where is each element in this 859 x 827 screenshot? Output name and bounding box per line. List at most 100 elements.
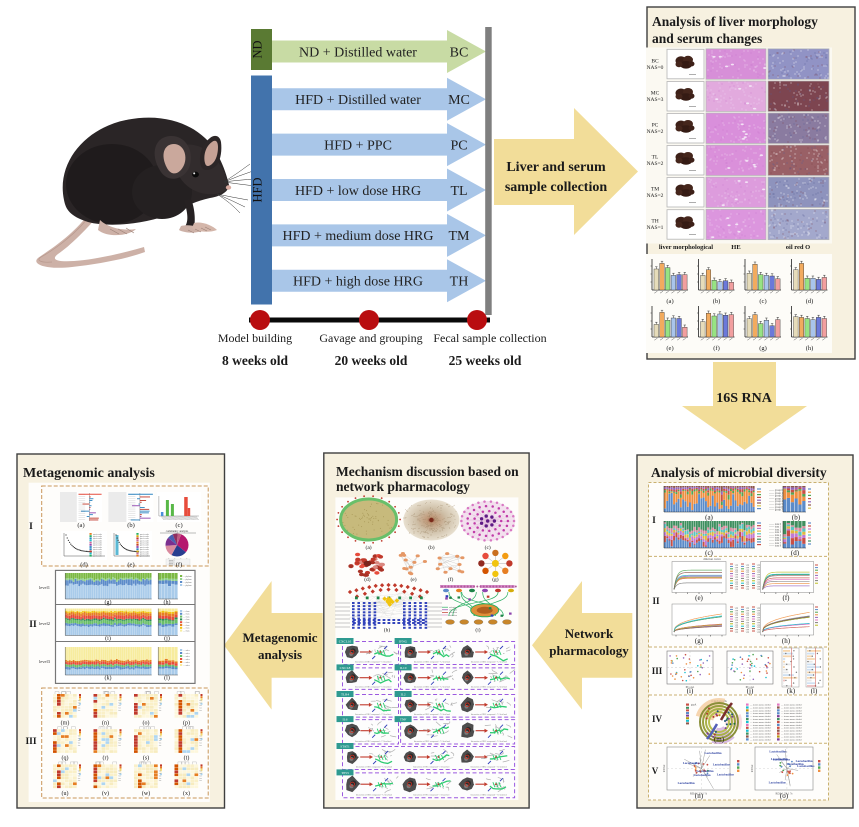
svg-text:— class: — class [182,622,190,624]
svg-text:NAS=2: NAS=2 [647,193,664,199]
svg-text:(l): (l) [164,675,170,682]
svg-text:(l): (l) [811,687,818,695]
svg-text:·tax: ·tax [199,780,202,782]
svg-text:25 weeks old: 25 weeks old [449,353,522,368]
svg-text:(c): (c) [485,544,491,551]
svg-text:— class: — class [182,619,190,621]
svg-text:IFNG: IFNG [399,640,407,644]
svg-text:— class: — class [182,628,190,630]
svg-text:TL: TL [652,155,659,161]
svg-text:Interaction of HRG compound -: Interaction of HRG compound - 7.2 kcal/m… [356,794,393,797]
svg-text:CXCL8: CXCL8 [340,666,351,670]
svg-text:oil red O: oil red O [786,244,810,251]
svg-text:HFD + Distilled water: HFD + Distilled water [295,93,421,108]
svg-text:(w): (w) [142,790,150,797]
svg-text:TH: TH [450,275,469,290]
svg-text:(k): (k) [105,675,112,682]
svg-text:(i): (i) [475,627,480,634]
svg-text:Interaction of HRG compound -: Interaction of HRG compound - 7.2 kcal/m… [471,661,508,664]
svg-text:Lactobacillus: Lactobacillus [705,751,723,755]
svg-text:(k): (k) [787,687,796,695]
svg-text:III: III [652,666,663,676]
svg-text:(f): (f) [176,562,183,569]
svg-text:Model building: Model building [218,331,292,345]
svg-text:Interaction of HRG compound -: Interaction of HRG compound - 7.2 kcal/m… [355,740,392,743]
svg-text:HE: HE [731,244,740,251]
svg-text:HFD + high dose HRG: HFD + high dose HRG [293,275,423,290]
svg-text:(i): (i) [105,635,111,642]
svg-text:16S RNA: 16S RNA [716,391,773,406]
svg-text:— taxon name abcdef: — taxon name abcdef [780,738,802,741]
svg-text:Lactobacillus: Lactobacillus [717,773,735,777]
svg-text:activation: activation [449,615,457,617]
svg-text:(a): (a) [705,514,713,522]
svg-text:(d): (d) [791,549,800,557]
svg-text:— phylum: — phylum [182,579,192,581]
svg-text:level1: level1 [39,585,50,590]
svg-text:(c): (c) [175,522,182,529]
svg-text:— class: — class [182,611,190,613]
svg-text:HFD + low dose HRG: HFD + low dose HRG [295,184,421,199]
svg-text:analysis: analysis [258,647,302,662]
svg-text:— class: — class [182,614,190,616]
svg-text:dilution curve: dilution curve [703,557,721,561]
svg-text:(j): (j) [164,635,170,642]
svg-text:RDA2: RDA2 [662,764,666,772]
svg-text:(t): (t) [184,755,190,762]
svg-text:Gavage and grouping: Gavage and grouping [319,331,422,345]
svg-text:(a): (a) [77,522,84,529]
svg-text:·tax: ·tax [78,780,81,782]
svg-text:(d): (d) [364,576,371,583]
svg-text:·tax: ·tax [159,780,162,782]
svg-text:(c): (c) [759,298,766,305]
svg-text:V: V [652,766,659,776]
svg-text:—— group 7: —— group 7 [768,509,784,512]
svg-text:II: II [652,596,660,606]
svg-text:Lactobacillus: Lactobacillus [769,781,787,785]
svg-text:(f): (f) [448,576,454,583]
svg-text:—— taxa 8: —— taxa 8 [768,545,782,548]
svg-text:(g): (g) [492,576,499,583]
svg-text:(d): (d) [80,562,88,569]
svg-text:grpA: grpA [691,704,696,707]
svg-text:(h): (h) [806,345,814,352]
svg-text:IV: IV [652,714,663,724]
svg-text:·tax: ·tax [159,710,162,712]
svg-text:HFD + medium dose HRG: HFD + medium dose HRG [282,229,433,244]
svg-text:NAS=1: NAS=1 [647,225,664,231]
svg-text:Interaction of HRG compound -: Interaction of HRG compound - 7.2 kcal/m… [471,794,508,797]
svg-text:Interaction of HRG compound -: Interaction of HRG compound - 7.2 kcal/m… [355,661,392,664]
svg-text:(m): (m) [714,736,725,744]
svg-text:RDA2: RDA2 [750,764,754,772]
svg-text:(r): (r) [103,755,109,762]
svg-text:Lactobacillus: Lactobacillus [678,781,696,785]
svg-text:Lactobacillus: Lactobacillus [683,761,701,765]
svg-text:(h): (h) [384,627,391,634]
svg-text:TLR4: TLR4 [341,693,349,697]
svg-text:TP53: TP53 [341,771,349,775]
svg-text:Interaction of HRG compound -: Interaction of HRG compound - 7.2 kcal/m… [414,713,451,716]
svg-text:(q): (q) [62,755,69,762]
svg-text:Lactobacillus: Lactobacillus [713,763,731,767]
svg-text:(m): (m) [61,719,70,726]
svg-text:TNF: TNF [400,718,407,722]
svg-text:MC: MC [448,93,470,108]
svg-text:— phylum: — phylum [182,576,192,578]
svg-text:Interaction of HRG compound -: Interaction of HRG compound - 7.2 kcal/m… [413,766,450,769]
svg-text:·tax: ·tax [199,710,202,712]
svg-text:— class: — class [182,616,190,618]
svg-text:HFD: HFD [251,177,265,202]
svg-text:(g): (g) [695,637,704,645]
svg-text:(b): (b) [428,544,435,551]
svg-text:— taxon name abcdef: — taxon name abcdef [749,738,771,741]
svg-text:Lactobacillus: Lactobacillus [771,757,789,761]
svg-text:(o): (o) [143,719,150,726]
svg-text:IL6: IL6 [343,718,348,722]
svg-text:NAS=2: NAS=2 [647,129,664,135]
svg-text:— order: — order [182,650,190,652]
svg-text:(e): (e) [695,594,703,602]
svg-text:·tax: ·tax [199,745,202,747]
svg-text:liver morphological: liver morphological [659,244,713,251]
svg-text:Metagenomic: Metagenomic [242,630,317,645]
svg-text:TM: TM [651,187,659,193]
